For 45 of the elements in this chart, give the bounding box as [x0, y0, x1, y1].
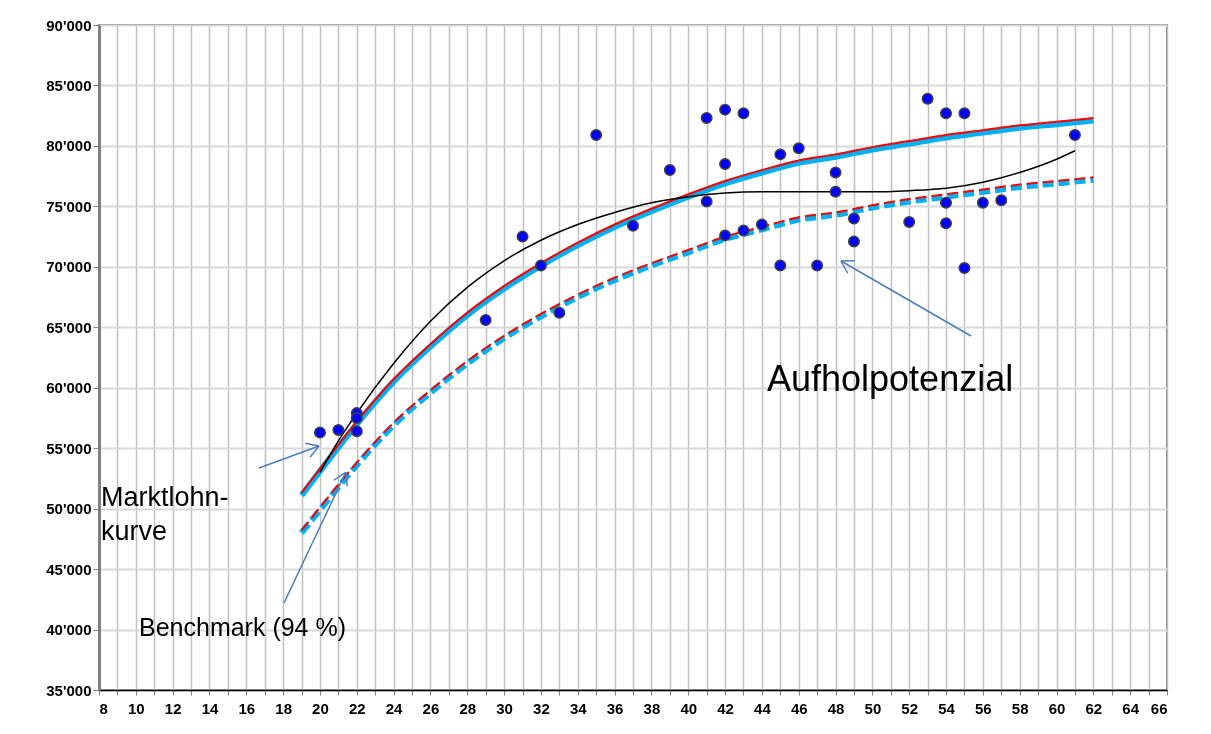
y-tick-label: 40'000	[46, 621, 92, 639]
x-tick-label: 44	[754, 699, 772, 717]
x-tick-label: 22	[348, 699, 366, 717]
x-tick-label: 64	[1122, 699, 1140, 717]
x-tick-label: 66	[1150, 699, 1168, 717]
y-tick-label: 60'000	[46, 379, 92, 397]
x-tick-label: 48	[827, 699, 845, 717]
x-tick-label: 38	[643, 699, 661, 717]
y-tick-label: 55'000	[46, 439, 92, 457]
annotation: Aufholpotenzial	[767, 358, 1014, 399]
x-tick-label: 34	[569, 699, 588, 717]
x-tick-label: 50	[864, 699, 882, 717]
x-tick-label: 36	[606, 699, 624, 717]
x-tick-label: 52	[901, 699, 919, 717]
y-tick-label: 35'000	[46, 681, 92, 699]
x-tick-label: 56	[975, 699, 992, 717]
y-tick-label: 65'000	[46, 318, 92, 336]
x-tick-label: 24	[385, 699, 404, 717]
y-tick-label: 80'000	[46, 137, 92, 155]
x-tick-label: 20	[312, 699, 329, 717]
x-tick-label: 46	[790, 699, 808, 717]
x-tick-label: 30	[496, 699, 513, 717]
y-tick-label: 90'000	[46, 16, 92, 34]
annotation: Marktlohn- kurve	[101, 482, 229, 546]
y-tick-label: 85'000	[46, 76, 92, 94]
x-tick-label: 16	[238, 699, 256, 717]
x-tick-label: 12	[164, 699, 182, 717]
x-tick-label: 42	[717, 699, 734, 717]
x-tick-label: 26	[422, 699, 440, 717]
x-tick-label: 54	[938, 699, 956, 717]
x-tick-label: 62	[1085, 699, 1103, 717]
x-tick-label: 60	[1048, 699, 1066, 717]
y-tick-label: 75'000	[46, 197, 92, 215]
x-tick-label: 14	[201, 699, 219, 717]
annotation: Benchmark (94 %)	[139, 613, 347, 641]
x-tick-label: 28	[459, 699, 477, 717]
x-tick-label: 8	[99, 699, 108, 717]
x-tick-label: 58	[1011, 699, 1029, 717]
x-tick-label: 32	[533, 699, 550, 717]
x-tick-label: 10	[127, 699, 145, 717]
x-tick-label: 18	[275, 699, 292, 717]
y-tick-label: 50'000	[46, 500, 92, 518]
x-tick-label: 40	[680, 699, 698, 717]
y-tick-label: 70'000	[46, 258, 92, 276]
y-tick-label: 45'000	[46, 560, 92, 578]
